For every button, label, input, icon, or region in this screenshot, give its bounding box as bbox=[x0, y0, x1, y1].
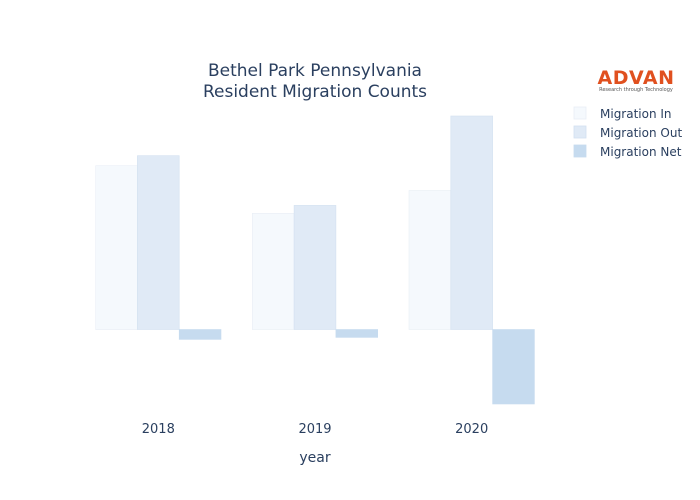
bar-migration-in-2019[interactable] bbox=[252, 213, 295, 330]
bar-migration-net-2020[interactable] bbox=[492, 329, 535, 405]
advan-logo-wordmark: ADVAN bbox=[598, 67, 675, 89]
bar-migration-out-2020[interactable] bbox=[450, 115, 493, 330]
legend-item-migration-out[interactable]: Migration Out bbox=[573, 125, 682, 140]
bar-migration-out-2019[interactable] bbox=[293, 205, 337, 330]
x-tick-label: 2019 bbox=[298, 422, 331, 437]
chart-title: Bethel Park Pennsylvania Resident Migrat… bbox=[203, 61, 427, 102]
legend: Migration In Migration Out Migration Net bbox=[573, 106, 682, 159]
x-axis-ticks: 2018 2019 2020 bbox=[142, 422, 488, 437]
legend-item-migration-in[interactable]: Migration In bbox=[573, 106, 672, 121]
x-tick-label: 2020 bbox=[455, 422, 488, 437]
x-tick-label: 2018 bbox=[142, 422, 175, 437]
bar-migration-net-2018[interactable] bbox=[178, 329, 222, 340]
advan-logo-tagline: Research through Technology bbox=[599, 87, 673, 93]
bar-migration-out-2018[interactable] bbox=[137, 155, 180, 330]
legend-label: Migration In bbox=[600, 107, 672, 121]
x-axis-title: year bbox=[299, 450, 330, 466]
bar-migration-in-2018[interactable] bbox=[95, 165, 138, 330]
bars-layer bbox=[95, 115, 535, 405]
legend-swatch bbox=[573, 144, 587, 158]
legend-item-migration-net[interactable]: Migration Net bbox=[573, 144, 682, 159]
bar-migration-in-2020[interactable] bbox=[408, 190, 452, 330]
advan-logo: ADVAN Research through Technology bbox=[598, 67, 675, 93]
chart-title-line-1: Bethel Park Pennsylvania bbox=[208, 61, 422, 81]
legend-swatch bbox=[573, 125, 587, 139]
legend-label: Migration Out bbox=[600, 126, 682, 140]
chart-title-line-2: Resident Migration Counts bbox=[203, 82, 427, 102]
legend-swatch bbox=[573, 106, 587, 120]
bar-migration-net-2019[interactable] bbox=[335, 329, 378, 338]
legend-label: Migration Net bbox=[600, 145, 682, 159]
